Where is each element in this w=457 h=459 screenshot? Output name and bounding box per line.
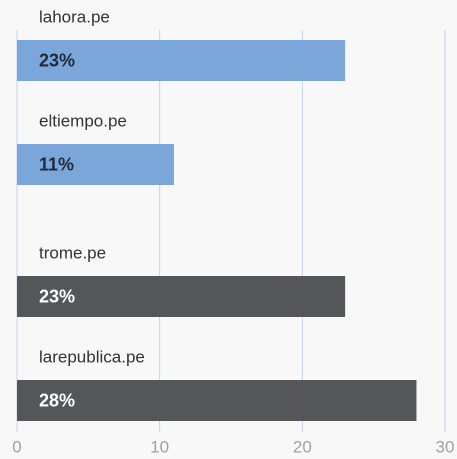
x-tick-label: 20 [293,437,312,456]
x-tick-label: 30 [436,437,455,456]
category-label: lahora.pe [39,7,110,26]
category-label: larepublica.pe [39,347,145,366]
value-label: 11% [39,154,74,174]
category-label: eltiempo.pe [39,111,127,130]
category-label: trome.pe [39,243,106,262]
bar [17,276,346,317]
value-label: 28% [39,390,75,410]
x-tick-label: 0 [12,437,21,456]
bar [17,144,174,185]
bar [17,40,346,81]
value-label: 23% [39,50,75,70]
x-tick-label: 10 [150,437,169,456]
bar [17,380,417,421]
value-label: 23% [39,286,75,306]
